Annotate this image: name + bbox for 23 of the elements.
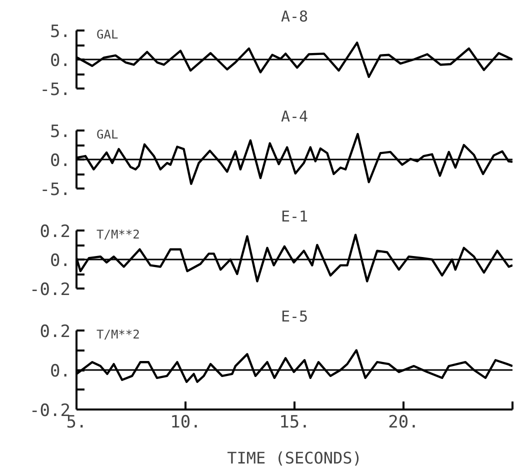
y-axis-title: T/M**2 (96, 328, 140, 342)
y-tick-label: 0. (50, 362, 71, 382)
y-tick-label: 0.2 (40, 222, 71, 242)
y-tick-label: 5. (50, 22, 71, 42)
y-tick-label: -5. (40, 180, 71, 200)
y-axis-title: T/M**2 (96, 228, 140, 242)
y-tick-label: 0. (50, 251, 71, 271)
y-tick-label: 0. (50, 151, 71, 171)
chart-title: A-4 (280, 108, 308, 126)
y-tick-label: -0.2 (30, 280, 71, 300)
y-tick-label: -5. (40, 80, 71, 100)
chart-title: E-1 (280, 208, 308, 226)
x-tick-label: 15. (279, 412, 310, 432)
x-tick-label: 10. (170, 412, 201, 432)
chart-title: E-5 (280, 308, 308, 326)
x-axis-title: TIME (SECONDS) (227, 448, 362, 468)
y-axis-title: GAL (96, 28, 118, 42)
y-tick-label: 0.2 (40, 322, 71, 342)
y-tick-label: 0. (50, 51, 71, 71)
y-tick-label: 5. (50, 122, 71, 142)
chart-title: A-8 (280, 8, 308, 26)
x-tick-label: 20. (388, 412, 419, 432)
y-axis-title: GAL (96, 128, 118, 142)
